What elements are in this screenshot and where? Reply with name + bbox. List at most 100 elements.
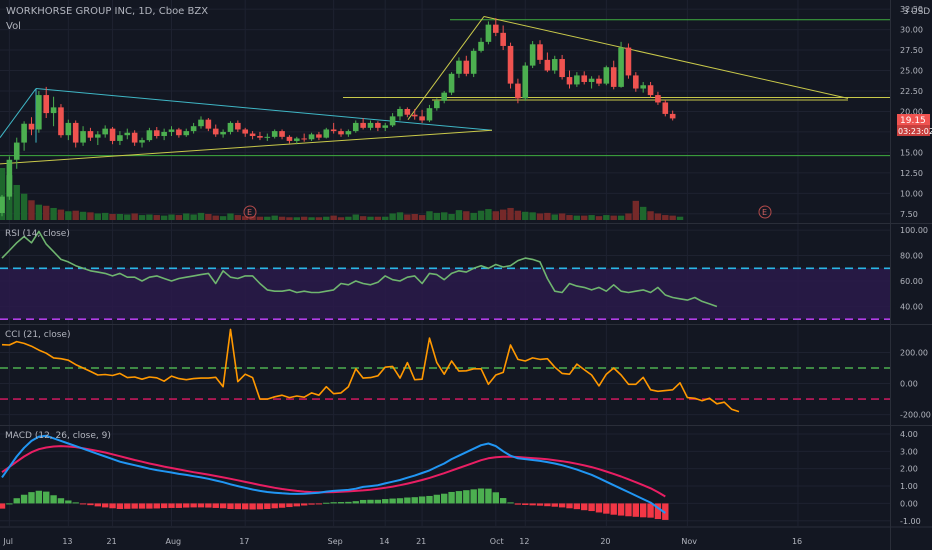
candle-body xyxy=(345,131,352,135)
volume-bar xyxy=(551,214,558,220)
volume-bar xyxy=(79,211,87,220)
volume-bar xyxy=(455,210,463,220)
macd-histogram-bar xyxy=(418,496,426,504)
pole-trendline xyxy=(0,88,37,138)
candle-body xyxy=(485,24,492,42)
macd-histogram-bar xyxy=(359,499,367,504)
price-axis-tick-label: 22.50 xyxy=(900,87,923,96)
volume-bar xyxy=(205,213,212,220)
candle-body xyxy=(566,77,573,85)
macd-histogram-bar xyxy=(20,494,28,504)
volume-bar xyxy=(485,209,492,220)
macd-histogram-bar xyxy=(190,503,197,508)
candle-body xyxy=(492,24,499,33)
volume-bar xyxy=(441,212,448,220)
time-axis[interactable]: Jul 13 21 Aug 17 Sep 14 21 Oct 12 20 Nov 16 xyxy=(2,537,802,546)
volume-bar xyxy=(426,211,433,220)
macd-histogram-bar xyxy=(124,503,131,509)
trendlines[interactable] xyxy=(0,15,890,165)
log-scale-toggle[interactable]: 3 xyxy=(903,7,909,17)
volume-bar xyxy=(669,215,676,220)
volume-bar xyxy=(278,216,286,220)
macd-histogram-bar xyxy=(558,503,566,508)
volume-bar xyxy=(197,212,205,220)
volume-bar xyxy=(315,217,323,220)
candle-body xyxy=(249,133,256,137)
candle-body xyxy=(50,107,57,114)
macd-histogram-bar xyxy=(566,503,573,509)
pane-title: RSI (14, close) xyxy=(5,229,70,239)
symbol-title[interactable]: WORKHORSE GROUP INC, 1D, Cboe BZX xyxy=(6,6,208,17)
candle-body xyxy=(183,131,190,136)
price-axis-tick-label: 1.00 xyxy=(900,482,918,491)
macd-histogram-bar xyxy=(485,488,492,504)
volume-bar xyxy=(35,204,43,220)
price-axis-tick-label: 3.00 xyxy=(900,447,918,456)
volume-bar xyxy=(293,217,300,220)
price-axis-tick-label: 10.00 xyxy=(900,189,923,198)
earnings-marker-label[interactable]: E xyxy=(247,208,252,217)
macd-histogram-bar xyxy=(249,503,256,510)
time-axis-label: 21 xyxy=(107,537,117,546)
price-axis-tick-label: 0.00 xyxy=(900,499,918,508)
macd-histogram-bar xyxy=(43,491,50,504)
macd-histogram-bar xyxy=(13,498,20,504)
candle-body xyxy=(257,136,263,138)
volume-bar xyxy=(558,213,566,220)
volume-legend[interactable]: Vol xyxy=(6,21,21,32)
candle-body xyxy=(669,113,676,119)
volume-bar xyxy=(522,211,529,220)
volume-bar xyxy=(647,211,654,220)
candle-body xyxy=(529,44,536,66)
macd-histogram-bar xyxy=(492,492,499,504)
time-axis-label: Oct xyxy=(490,537,504,546)
volume-bar xyxy=(573,215,581,220)
candle-body xyxy=(537,44,543,60)
candle-body xyxy=(419,116,425,121)
macd-histogram-bar xyxy=(603,503,610,514)
earnings-marker-label[interactable]: E xyxy=(762,208,767,217)
candle-body xyxy=(212,128,219,135)
cci-pane[interactable]: CCI (21, close) xyxy=(0,328,890,413)
candle-body xyxy=(404,108,411,115)
time-axis-label: 16 xyxy=(792,537,802,546)
macd-histogram-bar xyxy=(160,503,168,509)
macd-histogram-bar xyxy=(588,503,595,512)
candle-body xyxy=(375,122,381,128)
macd-histogram-bar xyxy=(389,498,396,504)
candle-body xyxy=(640,85,646,89)
volume-bar xyxy=(337,217,345,220)
volume-bar xyxy=(271,215,278,220)
volume-bar xyxy=(57,209,65,220)
candle-body xyxy=(478,41,484,51)
price-tag-box xyxy=(897,114,930,125)
volume-bar xyxy=(566,215,573,220)
rsi-pane[interactable]: RSI (14, close) xyxy=(0,229,890,320)
macd-histogram-bar xyxy=(227,503,234,509)
candle-body xyxy=(551,59,558,71)
candle-body xyxy=(58,107,64,136)
price-axis-tick-label: 15.00 xyxy=(900,148,923,157)
price-axis-tick-label: 100.00 xyxy=(900,226,928,235)
volume-bar xyxy=(492,211,499,220)
macd-histogram-bar xyxy=(153,503,160,509)
candle-body xyxy=(574,75,580,85)
macd-histogram-bar xyxy=(463,490,470,504)
macd-histogram-bar xyxy=(367,499,374,504)
macd-pane[interactable]: MACD (12, 26, close, 9) xyxy=(0,431,669,520)
macd-histogram-bar xyxy=(499,498,507,504)
price-axis-tick-label: 200.00 xyxy=(900,348,928,357)
volume-bar xyxy=(418,215,426,220)
macd-histogram-bar xyxy=(477,488,485,504)
price-axis-tick-label: 27.50 xyxy=(900,46,923,55)
macd-histogram-bar xyxy=(595,503,603,513)
candle-body xyxy=(323,129,330,138)
volume-bar xyxy=(65,211,72,220)
volume-bar xyxy=(101,212,109,220)
price-axis[interactable]: 32.5030.0027.5025.0022.5020.0017.5015.00… xyxy=(900,5,931,526)
macd-histogram-bar xyxy=(448,491,455,504)
macd-histogram-bar xyxy=(264,503,271,509)
